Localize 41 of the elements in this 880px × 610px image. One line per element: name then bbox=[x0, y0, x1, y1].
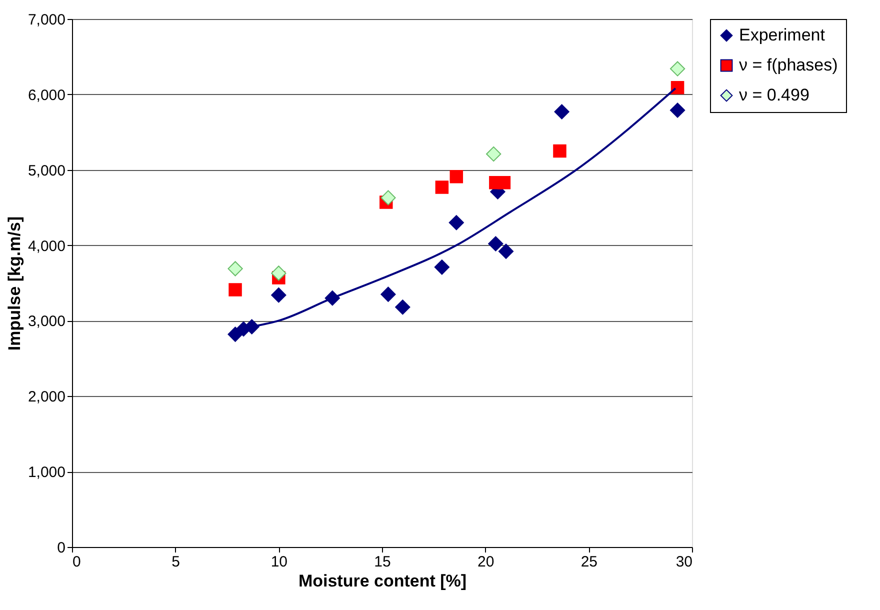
y-tick-label: 1,000 bbox=[28, 464, 66, 482]
point bbox=[497, 176, 511, 190]
point bbox=[486, 146, 502, 162]
x-tick-label: 30 bbox=[676, 554, 692, 570]
y-tick-label: 5,000 bbox=[28, 162, 66, 180]
x-axis-title: Moisture content [%] bbox=[298, 572, 467, 590]
point bbox=[271, 288, 286, 303]
point bbox=[670, 81, 684, 94]
y-tick-label: 6,000 bbox=[28, 86, 66, 104]
legend-label: ν = f(phases) bbox=[739, 56, 838, 74]
point bbox=[228, 261, 243, 276]
legend-label: Experiment bbox=[739, 26, 826, 44]
point bbox=[670, 102, 686, 118]
point bbox=[395, 300, 410, 315]
y-tick-label: 2,000 bbox=[28, 388, 66, 406]
x-tick-label: 20 bbox=[477, 554, 494, 570]
point bbox=[554, 104, 570, 120]
x-tick-label: 15 bbox=[374, 554, 391, 570]
point bbox=[380, 190, 396, 206]
y-axis-title: Impulse [kg.m/s] bbox=[4, 216, 24, 351]
point bbox=[271, 266, 286, 281]
x-tick-label: 10 bbox=[270, 554, 288, 570]
point bbox=[434, 260, 450, 275]
point bbox=[670, 61, 686, 76]
x-tick-label: 5 bbox=[172, 554, 180, 570]
point bbox=[228, 326, 243, 342]
x-tick-label: 25 bbox=[580, 554, 598, 570]
y-tick-label: 4,000 bbox=[28, 238, 66, 255]
point bbox=[448, 215, 464, 230]
point bbox=[450, 170, 464, 184]
y-tick-label: 0 bbox=[57, 540, 66, 556]
point bbox=[488, 236, 504, 252]
point bbox=[380, 286, 396, 302]
legend-label: ν = 0.499 bbox=[739, 86, 810, 104]
y-tick-label: 3,000 bbox=[28, 313, 66, 330]
point bbox=[498, 244, 514, 259]
x-tick-label: 0 bbox=[72, 554, 81, 570]
point bbox=[553, 144, 566, 158]
point bbox=[228, 283, 242, 296]
point bbox=[435, 180, 449, 194]
y-tick-label: 7,000 bbox=[28, 12, 66, 28]
